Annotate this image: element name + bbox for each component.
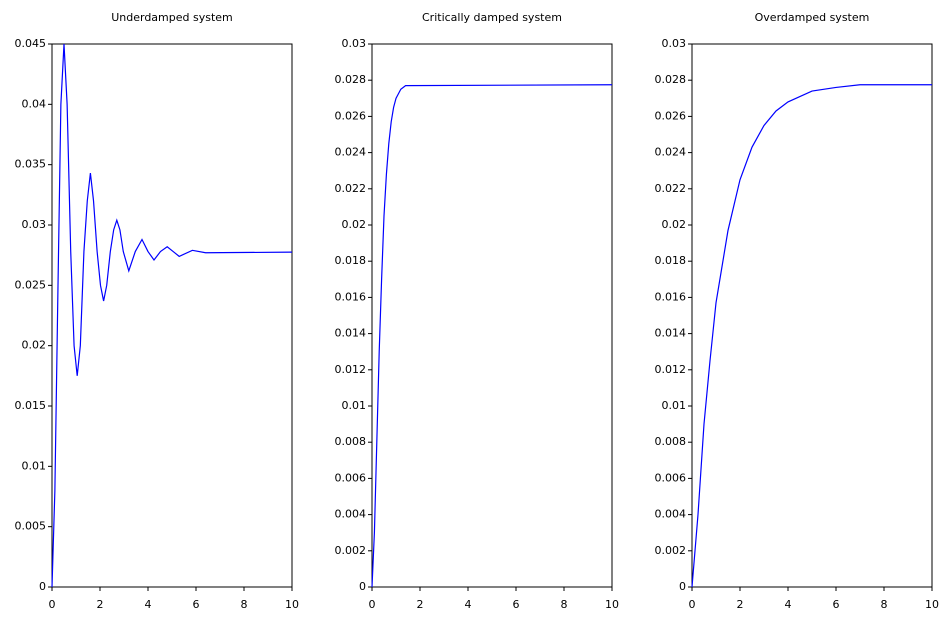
x-tick-label: 2 <box>97 598 104 611</box>
chart-title: Critically damped system <box>422 11 562 24</box>
y-tick-label: 0.026 <box>655 109 687 122</box>
y-tick-label: 0.03 <box>22 218 47 231</box>
line <box>691 84 932 588</box>
y-tick-label: 0.022 <box>655 182 687 195</box>
x-tick-label: 8 <box>241 598 248 611</box>
x-tick-label: 8 <box>881 598 888 611</box>
x-tick-label: 10 <box>285 598 299 611</box>
y-tick-label: 0.026 <box>335 109 367 122</box>
x-tick-label: 10 <box>925 598 939 611</box>
axes-box <box>371 43 613 588</box>
y-tick-label: 0.008 <box>335 435 367 448</box>
x-tick-label: 2 <box>417 598 424 611</box>
y-tick-label: 0.028 <box>655 73 687 86</box>
y-tick-label: 0.012 <box>335 363 367 376</box>
x-tick-label: 6 <box>193 598 200 611</box>
y-tick-label: 0.006 <box>335 471 367 484</box>
x-tick-label: 6 <box>833 598 840 611</box>
x-tick-label: 0 <box>49 598 56 611</box>
y-tick-label: 0.014 <box>335 327 367 340</box>
y-tick-label: 0.02 <box>342 218 367 231</box>
y-tick-label: 0.002 <box>335 544 367 557</box>
y-tick-label: 0.01 <box>342 399 367 412</box>
y-tick-label: 0.03 <box>662 37 687 50</box>
x-tick-label: 2 <box>737 598 744 611</box>
y-tick-label: 0.04 <box>22 97 47 110</box>
y-tick-label: 0.006 <box>655 471 687 484</box>
y-tick-label: 0.02 <box>22 339 47 352</box>
y-tick-label: 0.002 <box>655 544 687 557</box>
x-tick-label: 10 <box>605 598 619 611</box>
y-tick-label: 0.012 <box>655 363 687 376</box>
y-tick-label: 0.022 <box>335 182 367 195</box>
x-tick-label: 4 <box>145 598 152 611</box>
y-tick-label: 0 <box>679 580 686 593</box>
y-tick-label: 0.018 <box>655 254 687 267</box>
y-tick-label: 0.004 <box>655 508 687 521</box>
y-tick-label: 0.028 <box>335 73 367 86</box>
x-tick-label: 0 <box>689 598 696 611</box>
y-tick-label: 0.016 <box>655 290 687 303</box>
y-tick-label: 0.018 <box>335 254 367 267</box>
y-tick-label: 0.024 <box>335 146 367 159</box>
y-tick-label: 0.035 <box>15 158 47 171</box>
y-tick-label: 0.016 <box>335 290 367 303</box>
y-tick-label: 0 <box>359 580 366 593</box>
x-tick-label: 6 <box>513 598 520 611</box>
x-tick-label: 0 <box>369 598 376 611</box>
y-tick-label: 0.01 <box>662 399 687 412</box>
x-tick-label: 8 <box>561 598 568 611</box>
chart-title: Overdamped system <box>755 11 870 24</box>
x-tick-label: 4 <box>465 598 472 611</box>
axes-box <box>51 43 293 588</box>
y-tick-label: 0.004 <box>335 508 367 521</box>
x-tick-label: 4 <box>785 598 792 611</box>
y-tick-label: 0.015 <box>15 399 47 412</box>
line <box>51 43 293 588</box>
y-tick-label: 0.045 <box>15 37 47 50</box>
line <box>371 84 613 588</box>
chart-title: Underdamped system <box>111 11 233 24</box>
y-tick-label: 0.008 <box>655 435 687 448</box>
y-tick-label: 0.01 <box>22 459 47 472</box>
y-tick-label: 0.024 <box>655 146 687 159</box>
axes-box <box>691 43 933 588</box>
y-tick-label: 0.014 <box>655 327 687 340</box>
y-tick-label: 0.03 <box>342 37 367 50</box>
y-tick-label: 0 <box>39 580 46 593</box>
y-tick-label: 0.005 <box>15 520 47 533</box>
y-tick-label: 0.025 <box>15 278 47 291</box>
y-tick-label: 0.02 <box>662 218 687 231</box>
